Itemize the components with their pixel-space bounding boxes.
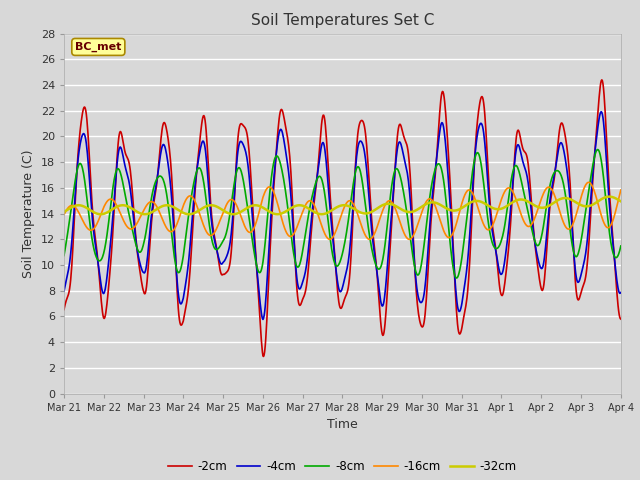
- -16cm: [365, 237, 373, 242]
- -4cm: [259, 316, 267, 322]
- -8cm: [60, 252, 68, 258]
- -32cm: [117, 203, 125, 208]
- -16cm: [60, 212, 68, 217]
- -2cm: [617, 316, 625, 322]
- -4cm: [617, 289, 625, 295]
- -8cm: [505, 194, 513, 200]
- -8cm: [495, 244, 502, 250]
- -2cm: [60, 307, 68, 312]
- -16cm: [285, 233, 293, 239]
- -8cm: [442, 201, 450, 206]
- -32cm: [286, 206, 294, 212]
- -32cm: [443, 206, 451, 212]
- -2cm: [260, 354, 268, 360]
- -32cm: [605, 194, 613, 200]
- Y-axis label: Soil Temperature (C): Soil Temperature (C): [22, 149, 35, 278]
- -4cm: [117, 145, 125, 151]
- -2cm: [505, 243, 513, 249]
- -8cm: [305, 208, 313, 214]
- -16cm: [617, 187, 625, 193]
- -2cm: [306, 248, 314, 254]
- Line: -32cm: -32cm: [64, 197, 621, 214]
- -4cm: [286, 180, 294, 185]
- -32cm: [306, 206, 314, 212]
- -4cm: [505, 225, 513, 230]
- -16cm: [495, 205, 502, 211]
- -8cm: [285, 216, 293, 222]
- Title: Soil Temperatures Set C: Soil Temperatures Set C: [251, 13, 434, 28]
- -4cm: [495, 265, 502, 271]
- -16cm: [305, 198, 313, 204]
- -32cm: [505, 202, 513, 208]
- -2cm: [443, 127, 451, 133]
- -4cm: [60, 288, 68, 294]
- -2cm: [598, 77, 605, 83]
- -16cm: [117, 212, 125, 217]
- -32cm: [495, 206, 502, 212]
- -8cm: [452, 275, 460, 281]
- -4cm: [306, 233, 314, 239]
- -4cm: [443, 157, 451, 163]
- X-axis label: Time: Time: [327, 418, 358, 431]
- -16cm: [443, 234, 451, 240]
- Text: BC_met: BC_met: [75, 42, 122, 52]
- -8cm: [617, 243, 625, 249]
- -2cm: [286, 154, 294, 159]
- Line: -4cm: -4cm: [64, 112, 621, 319]
- -32cm: [617, 198, 625, 204]
- -4cm: [598, 109, 605, 115]
- Line: -16cm: -16cm: [64, 182, 621, 240]
- -2cm: [117, 129, 125, 135]
- Legend: -2cm, -4cm, -8cm, -16cm, -32cm: -2cm, -4cm, -8cm, -16cm, -32cm: [163, 455, 522, 478]
- -16cm: [505, 185, 513, 191]
- -16cm: [584, 180, 592, 185]
- -8cm: [594, 147, 602, 153]
- -2cm: [495, 276, 502, 282]
- -8cm: [117, 171, 125, 177]
- Line: -8cm: -8cm: [64, 150, 621, 278]
- -32cm: [60, 209, 68, 215]
- Line: -2cm: -2cm: [64, 80, 621, 357]
- -32cm: [141, 211, 148, 217]
